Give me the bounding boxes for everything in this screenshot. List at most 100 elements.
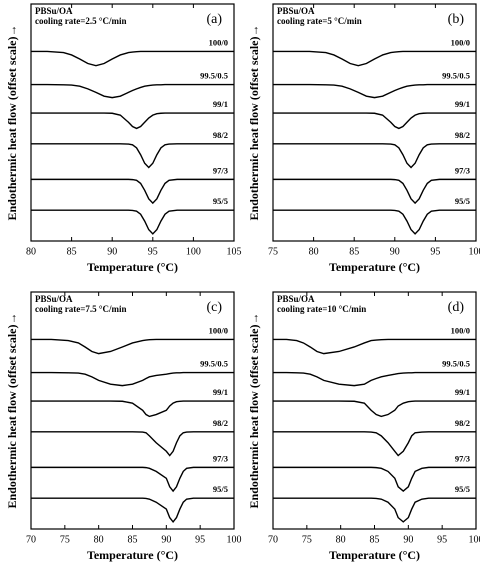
x-tick-label: 75 [302, 534, 312, 545]
series-label: 97/3 [213, 453, 228, 463]
x-tick-label: 80 [26, 246, 36, 257]
x-tick-label: 80 [336, 534, 346, 545]
chart-title: PBSu/OA [35, 6, 73, 16]
series-label: 99.5/0.5 [442, 71, 470, 81]
panel: 75 80 85 90 95 100 Temperature (°C) Endothermic… [247, 3, 480, 274]
series-label: 99/1 [213, 387, 228, 397]
curve [273, 466, 476, 492]
x-tick-label: 100 [186, 246, 201, 257]
series-label: 100/0 [209, 325, 228, 335]
plot-frame [272, 3, 477, 242]
chart-title: PBSu/OA [277, 294, 315, 304]
x-tick-label: 90 [161, 534, 171, 545]
curve [31, 50, 234, 67]
x-tick-label: 75 [268, 246, 278, 257]
x-tick-label: 90 [403, 534, 413, 545]
x-tick-label: 95 [195, 534, 205, 545]
x-tick-label: 85 [67, 246, 77, 257]
series-label: 95/5 [213, 196, 228, 206]
x-tick-label: 90 [390, 246, 400, 257]
y-axis-label: Endothermic heat flow (offset scale)→ [247, 25, 261, 221]
series-label: 95/5 [455, 484, 470, 494]
series-label: 100/0 [451, 325, 470, 335]
curve [31, 178, 234, 205]
curve [273, 83, 476, 99]
curve [273, 209, 476, 235]
x-tick-label: 80 [309, 246, 319, 257]
x-axis-label: Temperature (°C) [87, 260, 178, 274]
x-tick-label: 95 [430, 246, 440, 257]
panel-label: (c) [206, 300, 222, 315]
panel: 70 75 80 85 90 95 100 Temperature (°C) Endotherm… [5, 291, 242, 562]
panel-label: (a) [206, 12, 222, 27]
curve [31, 497, 234, 524]
x-axis-label: Temperature (°C) [329, 260, 420, 274]
x-tick-label: 85 [370, 534, 380, 545]
curve [273, 112, 476, 130]
x-tick-label: 75 [60, 534, 70, 545]
series-label: 97/3 [213, 165, 228, 175]
curve [273, 143, 476, 169]
curve [31, 466, 234, 493]
y-axis-label: Endothermic heat flow (offset scale)→ [247, 313, 261, 509]
curve [31, 400, 234, 418]
x-tick-label: 100 [227, 534, 242, 545]
x-tick-label: 85 [349, 246, 359, 257]
panel-label: (d) [448, 300, 465, 315]
series-label: 98/2 [455, 130, 470, 140]
chart-title: PBSu/OA [277, 6, 315, 16]
y-axis-label: Endothermic heat flow (offset scale)→ [5, 313, 19, 509]
curve [31, 338, 234, 355]
curve [273, 431, 476, 457]
curve [273, 178, 476, 205]
x-tick-label: 85 [128, 534, 138, 545]
x-tick-label: 105 [227, 246, 242, 257]
series-label: 98/2 [455, 418, 470, 428]
series-label: 99.5/0.5 [200, 71, 228, 81]
series-label: 99/1 [455, 387, 470, 397]
panel-label: (b) [448, 12, 465, 27]
series-label: 97/3 [455, 453, 470, 463]
curve [31, 209, 234, 235]
x-tick-label: 100 [469, 534, 480, 545]
curve [31, 431, 234, 457]
x-tick-label: 70 [26, 534, 36, 545]
series-label: 100/0 [451, 37, 470, 47]
panel: 70 75 80 85 90 95 100 Temperature (°C) Endotherm… [247, 291, 480, 562]
x-tick-label: 100 [469, 246, 480, 257]
curve [31, 143, 234, 169]
series-label: 99.5/0.5 [442, 359, 470, 369]
x-tick-label: 95 [148, 246, 158, 257]
curve [273, 497, 476, 523]
series-label: 99/1 [213, 99, 228, 109]
x-tick-label: 80 [94, 534, 104, 545]
chart-subtitle: cooling rate=5 °C/min [277, 16, 362, 26]
series-label: 95/5 [455, 196, 470, 206]
curve [31, 83, 234, 99]
series-label: 99/1 [455, 99, 470, 109]
x-axis-label: Temperature (°C) [87, 548, 178, 562]
plot-frame [30, 291, 235, 530]
series-label: 99.5/0.5 [200, 359, 228, 369]
curve [31, 371, 234, 387]
plot-frame [30, 3, 235, 242]
curve [273, 371, 476, 387]
series-label: 97/3 [455, 165, 470, 175]
plot-frame [272, 291, 477, 530]
x-tick-label: 70 [268, 534, 278, 545]
panel: 80 85 90 95 100 105 Temperature (°C) Endothermi… [5, 3, 242, 274]
chart-title: PBSu/OA [35, 294, 73, 304]
curve [273, 50, 476, 67]
series-label: 100/0 [209, 37, 228, 47]
x-axis-label: Temperature (°C) [329, 548, 420, 562]
chart-subtitle: cooling rate=2.5 °C/min [35, 16, 126, 26]
series-label: 95/5 [213, 484, 228, 494]
x-tick-label: 90 [107, 246, 117, 257]
curve [273, 338, 476, 355]
curve [31, 112, 234, 130]
y-axis-label: Endothermic heat flow (offset scale)→ [5, 25, 19, 221]
chart-subtitle: cooling rate=10 °C/min [277, 304, 366, 314]
curve [273, 400, 476, 418]
chart-subtitle: cooling rate=7.5 °C/min [35, 304, 126, 314]
